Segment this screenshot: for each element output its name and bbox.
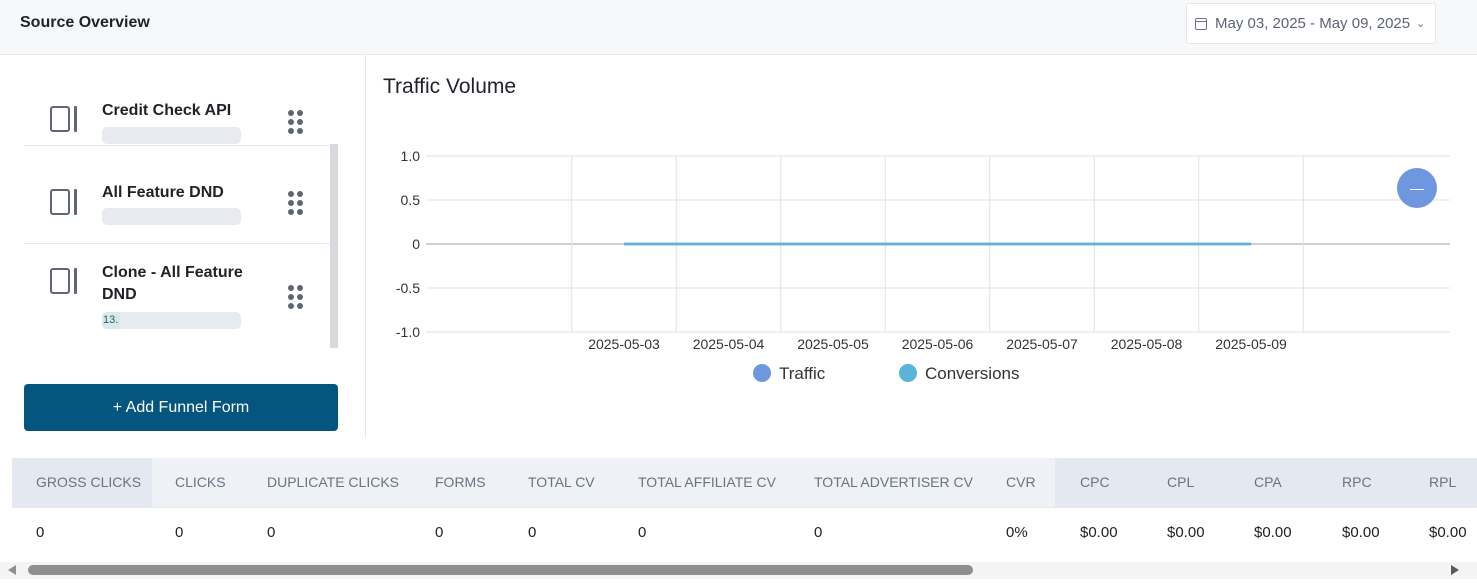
form-icon — [50, 189, 78, 217]
table-cell: $0.00 — [1429, 524, 1467, 541]
funnel-list: Credit Check API All Feature DND Clone -… — [24, 85, 340, 349]
header-highlight — [1055, 458, 1477, 507]
funnel-progress: 13. — [102, 312, 241, 329]
add-funnel-form-button[interactable]: + Add Funnel Form — [24, 384, 338, 431]
column-header[interactable]: RPC — [1342, 474, 1372, 490]
column-header[interactable]: GROSS CLICKS — [36, 474, 142, 490]
table-cell: 0% — [1006, 524, 1028, 541]
x-tick-label: 2025-05-04 — [693, 336, 765, 352]
y-tick-label: 0 — [412, 236, 420, 252]
horizontal-scrollbar[interactable] — [0, 562, 1477, 579]
column-header[interactable]: CVR — [1006, 474, 1036, 490]
calendar-icon — [1195, 17, 1207, 30]
date-range-picker[interactable]: May 03, 2025 - May 09, 2025 ⌄ — [1186, 3, 1436, 44]
funnel-item[interactable]: Credit Check API — [24, 85, 330, 146]
page-title: Source Overview — [20, 14, 150, 31]
funnel-panel: Credit Check API All Feature DND Clone -… — [0, 55, 366, 438]
chevron-down-icon: ⌄ — [1416, 18, 1426, 30]
table-cell: 0 — [267, 524, 276, 541]
y-tick-label: -1.0 — [396, 324, 420, 340]
chart-title: Traffic Volume — [383, 75, 517, 98]
table-cell: 0 — [175, 524, 184, 541]
form-icon — [50, 106, 78, 134]
column-header[interactable]: FORMS — [435, 474, 486, 490]
metrics-table: GROSS CLICKS CLICKS DUPLICATE CLICKS FORMS T… — [12, 458, 1477, 558]
table-header — [12, 458, 1477, 508]
funnel-item[interactable]: All Feature DND — [24, 144, 330, 244]
page-header: Source Overview May 03, 2025 - May 09, 2… — [0, 0, 1477, 55]
x-tick-label: 2025-05-08 — [1111, 336, 1183, 352]
table-cell: 0 — [814, 524, 823, 541]
column-header[interactable]: TOTAL CV — [528, 474, 595, 490]
column-header[interactable]: TOTAL AFFILIATE CV — [638, 474, 776, 490]
table-cell: 0 — [435, 524, 444, 541]
table-cell: 0 — [528, 524, 537, 541]
funnel-name: Credit Check API — [102, 102, 232, 119]
header-highlight — [12, 458, 152, 507]
column-header[interactable]: CLICKS — [175, 474, 226, 490]
column-header[interactable]: CPC — [1080, 474, 1110, 490]
x-tick-label: 2025-05-06 — [902, 336, 974, 352]
scroll-right-icon[interactable] — [1451, 565, 1459, 575]
y-tick-label: 0.5 — [401, 192, 421, 208]
x-tick-label: 2025-05-09 — [1215, 336, 1287, 352]
funnel-name: All Feature DND — [102, 184, 224, 201]
y-tick-label: 1.0 — [401, 148, 421, 164]
column-header[interactable]: CPA — [1254, 474, 1282, 490]
traffic-chart: 1.0 0.5 0 -0.5 -1.0 2025-05-03 2025-05-04 2025-… — [396, 148, 1450, 383]
minus-icon: — — [1410, 180, 1424, 196]
table-cell: $0.00 — [1342, 524, 1380, 541]
x-tick-label: 2025-05-05 — [797, 336, 869, 352]
form-icon — [50, 268, 78, 296]
funnel-item[interactable]: Clone - All Feature DND 13. — [24, 243, 330, 349]
table-cell: 0 — [638, 524, 647, 541]
legend-label[interactable]: Traffic — [779, 364, 826, 383]
drag-handle-icon[interactable] — [288, 191, 304, 215]
y-tick-label: -0.5 — [396, 280, 420, 296]
column-header[interactable]: TOTAL ADVERTISER CV — [814, 474, 973, 490]
drag-handle-icon[interactable] — [288, 110, 304, 134]
table-cell: $0.00 — [1167, 524, 1205, 541]
table-cell: $0.00 — [1080, 524, 1118, 541]
legend-marker[interactable] — [753, 364, 771, 382]
date-range-label: May 03, 2025 - May 09, 2025 — [1215, 15, 1411, 32]
legend-label[interactable]: Conversions — [925, 364, 1020, 383]
table-cell: $0.00 — [1254, 524, 1292, 541]
scrollbar-thumb[interactable] — [28, 565, 973, 575]
column-header[interactable]: DUPLICATE CLICKS — [267, 474, 399, 490]
traffic-chart-panel: Traffic Volume 1.0 0.5 0 -0.5 -1.0 2025-05-03… — [366, 55, 1477, 438]
funnel-list-scrollbar[interactable] — [330, 144, 338, 348]
column-header[interactable]: RPL — [1429, 474, 1457, 490]
x-tick-label: 2025-05-07 — [1006, 336, 1078, 352]
table-cell: 0 — [36, 524, 45, 541]
x-tick-label: 2025-05-03 — [588, 336, 660, 352]
drag-handle-icon[interactable] — [288, 285, 304, 309]
legend-marker[interactable] — [899, 364, 917, 382]
funnel-name: Clone - All Feature DND — [102, 264, 243, 303]
scroll-left-icon[interactable] — [8, 565, 16, 575]
collapse-button[interactable]: — — [1397, 168, 1437, 208]
funnel-progress — [102, 127, 241, 144]
funnel-progress — [102, 208, 241, 225]
column-header[interactable]: CPL — [1167, 474, 1195, 490]
